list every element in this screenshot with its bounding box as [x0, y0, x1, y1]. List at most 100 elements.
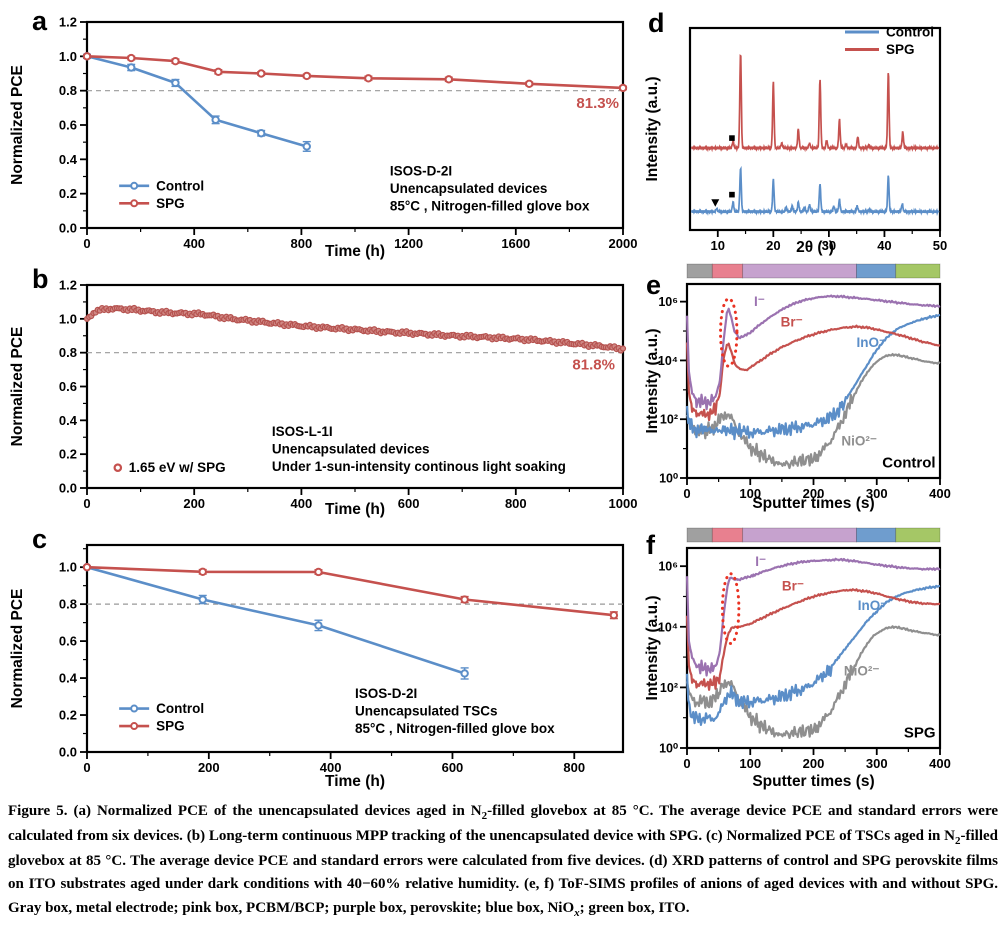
panel-c-tsc-chart: 0 200 400 600 800 0.0 0.2 0.4 0.6 0.8 1.0 Time (h) N… [9, 543, 625, 790]
svg-text:1.0: 1.0 [59, 560, 77, 575]
svg-text:1.2: 1.2 [59, 15, 77, 30]
svg-text:Intensity (a.u.): Intensity (a.u.) [644, 595, 661, 700]
svg-text:NiO²⁻: NiO²⁻ [844, 663, 880, 678]
svg-text:Intensity (a.u.): Intensity (a.u.) [644, 328, 661, 433]
svg-text:10⁶: 10⁶ [658, 560, 678, 574]
svg-text:10²: 10² [660, 413, 678, 427]
svg-text:Time (h): Time (h) [325, 773, 385, 790]
svg-text:200: 200 [183, 496, 205, 511]
svg-text:NiO²⁻: NiO²⁻ [841, 434, 877, 449]
svg-text:ISOS-L-1I: ISOS-L-1I [272, 424, 333, 439]
figure-caption: Figure 5. (a) Normalized PCE of the unen… [8, 803, 998, 919]
svg-text:1.65 eV w/ SPG: 1.65 eV w/ SPG [129, 460, 226, 475]
svg-text:10⁰: 10⁰ [659, 742, 679, 756]
svg-text:800: 800 [291, 236, 313, 251]
svg-text:300: 300 [866, 756, 888, 771]
svg-text:0.0: 0.0 [59, 745, 77, 760]
svg-text:Control: Control [882, 455, 935, 472]
svg-text:Under 1-sun-intensity continou: Under 1-sun-intensity continous light so… [272, 459, 566, 474]
panel-label-e: e [646, 270, 662, 300]
svg-text:81.8%: 81.8% [572, 357, 615, 374]
svg-text:SPG: SPG [156, 719, 185, 734]
svg-text:600: 600 [398, 496, 420, 511]
svg-text:400: 400 [183, 236, 205, 251]
svg-text:0.0: 0.0 [59, 221, 77, 236]
svg-text:400: 400 [291, 496, 313, 511]
svg-text:200: 200 [803, 486, 825, 501]
svg-text:300: 300 [866, 486, 888, 501]
svg-text:0.6: 0.6 [59, 118, 77, 133]
svg-text:ISOS-D-2I: ISOS-D-2I [390, 163, 452, 178]
svg-text:InO⁻: InO⁻ [857, 335, 887, 350]
svg-text:0.6: 0.6 [59, 634, 77, 649]
svg-text:Unencapsulated devices: Unencapsulated devices [390, 181, 548, 196]
svg-text:1000: 1000 [609, 496, 638, 511]
svg-text:Unencapsulated TSCs: Unencapsulated TSCs [355, 704, 498, 719]
svg-text:800: 800 [563, 760, 585, 775]
svg-text:50: 50 [933, 238, 947, 253]
svg-text:0: 0 [683, 486, 690, 501]
svg-text:Normalized PCE: Normalized PCE [9, 65, 26, 185]
svg-text:0: 0 [683, 756, 690, 771]
svg-text:400: 400 [929, 486, 951, 501]
svg-text:0.0: 0.0 [59, 481, 77, 496]
svg-text:SPG: SPG [886, 42, 915, 57]
svg-text:0.4: 0.4 [59, 413, 78, 428]
panel-label-d: d [648, 8, 665, 38]
svg-text:200: 200 [198, 760, 220, 775]
svg-text:0: 0 [83, 496, 90, 511]
svg-text:SPG: SPG [904, 724, 936, 741]
panel-e-tofsims-control: 0 100 200 300 400 10⁰ 10² 10⁴ 10⁶ Sputter times (… [644, 263, 951, 512]
svg-text:400: 400 [929, 756, 951, 771]
svg-text:81.3%: 81.3% [576, 95, 619, 112]
svg-text:Sputter times (s): Sputter times (s) [752, 773, 874, 790]
svg-text:85°C , Nitrogen-filled glove b: 85°C , Nitrogen-filled glove box [390, 198, 590, 213]
svg-text:Br⁻: Br⁻ [781, 315, 803, 330]
svg-text:1.0: 1.0 [59, 311, 77, 326]
svg-text:2000: 2000 [609, 236, 638, 251]
svg-text:Unencapsulated devices: Unencapsulated devices [272, 442, 430, 457]
svg-text:30: 30 [822, 238, 836, 253]
panel-b-mpp-chart: 0 200 400 600 800 1000 0.0 0.2 0.4 0.6 0.8 1.0 1.2 Ti… [9, 278, 638, 519]
svg-text:I⁻: I⁻ [755, 554, 766, 569]
svg-text:85°C , Nitrogen-filled glove b: 85°C , Nitrogen-filled glove box [355, 721, 555, 736]
svg-text:2θ (°): 2θ (°) [796, 239, 834, 256]
svg-text:0.2: 0.2 [59, 447, 77, 462]
svg-text:0.6: 0.6 [59, 379, 77, 394]
svg-text:0.2: 0.2 [59, 186, 77, 201]
panel-a-stability-chart: 0 400 800 1200 1600 2000 0.0 0.2 0.4 0.6 0.8 1.0 1.2… [9, 15, 638, 261]
svg-text:InO⁻: InO⁻ [858, 598, 888, 613]
svg-text:SPG: SPG [156, 196, 185, 211]
svg-text:10⁴: 10⁴ [658, 620, 678, 634]
svg-text:100: 100 [739, 756, 761, 771]
svg-text:0.2: 0.2 [59, 708, 77, 723]
svg-text:I⁻: I⁻ [754, 294, 765, 309]
svg-text:Time (h): Time (h) [325, 243, 385, 260]
svg-text:10: 10 [711, 238, 725, 253]
svg-text:Normalized PCE: Normalized PCE [9, 327, 26, 447]
svg-text:1200: 1200 [394, 236, 423, 251]
svg-text:Control: Control [886, 25, 934, 40]
panel-label-a: a [32, 6, 48, 36]
svg-text:0.8: 0.8 [59, 597, 77, 612]
svg-text:0.4: 0.4 [59, 671, 78, 686]
svg-text:100: 100 [739, 486, 761, 501]
svg-text:Sputter times (s): Sputter times (s) [752, 495, 874, 512]
svg-text:ISOS-D-2I: ISOS-D-2I [355, 686, 417, 701]
svg-text:40: 40 [877, 238, 891, 253]
svg-text:Control: Control [156, 701, 204, 716]
svg-text:0: 0 [83, 236, 90, 251]
panel-label-f: f [646, 530, 655, 560]
svg-text:1.0: 1.0 [59, 49, 77, 64]
svg-text:Normalized PCE: Normalized PCE [9, 589, 26, 709]
panel-f-tofsims-spg: 0 100 200 300 400 10⁰ 10² 10⁴ 10⁶ Sputter times (… [644, 527, 951, 790]
svg-text:0.8: 0.8 [59, 345, 77, 360]
svg-text:10²: 10² [660, 681, 678, 695]
svg-text:20: 20 [766, 238, 780, 253]
panel-label-b: b [32, 264, 49, 294]
svg-text:1.2: 1.2 [59, 278, 77, 293]
svg-text:Control: Control [156, 178, 204, 193]
svg-text:1600: 1600 [501, 236, 530, 251]
svg-text:Intensity (a.u.): Intensity (a.u.) [644, 76, 661, 181]
